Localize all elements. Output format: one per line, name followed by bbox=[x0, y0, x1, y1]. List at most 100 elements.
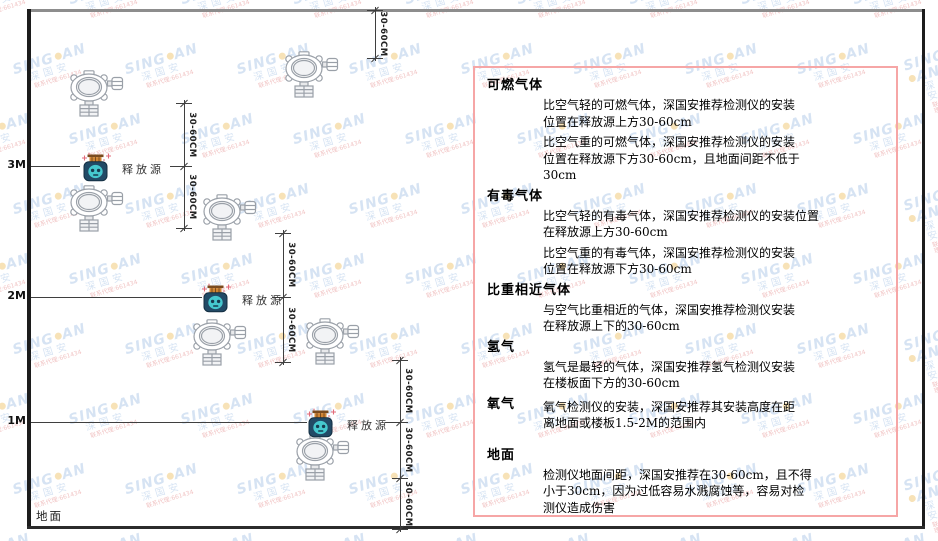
text-line: 比空气轻的有毒气体，深国安推荐检测仪的安装位置 bbox=[543, 208, 820, 223]
section-paragraph: 氧气检测仪的安装，深国安推荐其安装高度在距 离地面或楼板1.5-2M的范围内 bbox=[543, 399, 884, 432]
left-wall-line bbox=[27, 9, 31, 529]
text-line: 在释放源上方30-60cm bbox=[543, 225, 668, 239]
watermark-company-name: 深国安 bbox=[84, 130, 128, 154]
watermark-company-name: 深国安 bbox=[252, 200, 296, 224]
watermark-brand-text: SINGAN bbox=[515, 531, 592, 541]
gas-detector-icon bbox=[70, 70, 124, 117]
watermark-company-name: 深国安 bbox=[28, 480, 72, 504]
watermark-brand-text: SINGAN bbox=[851, 0, 928, 8]
text-line: 离地面或楼板1.5-2M的范围内 bbox=[543, 416, 707, 430]
section-heading: 氧气 bbox=[487, 396, 516, 412]
text-line: 位置在释放源上方30-60cm bbox=[543, 114, 692, 129]
dimension-line bbox=[375, 7, 376, 61]
watermark-contact-text: 联系代理:661434 bbox=[33, 488, 83, 510]
watermark-dot-icon bbox=[907, 214, 917, 223]
watermark-dot-icon bbox=[165, 191, 175, 201]
watermark-dot-icon bbox=[53, 331, 63, 341]
dimension-line bbox=[400, 357, 401, 532]
section-body: 与空气比重相近的气体，深国安推荐检测仪安装 在释放源上下的30-60cm bbox=[543, 302, 884, 335]
section-body: 比空气轻的可燃气体，深国安推荐检测仪的安装 位置在释放源上方30-60cm 比空气重… bbox=[543, 97, 884, 184]
watermark-brand-text: SINGAN bbox=[179, 0, 256, 8]
ceiling-line bbox=[27, 9, 925, 12]
ground-label: 地面 bbox=[36, 509, 63, 523]
watermark-brand-text: SINGAN bbox=[291, 531, 368, 541]
height-label: 3M bbox=[7, 158, 26, 171]
watermark-dot-icon bbox=[0, 401, 7, 411]
panel-section: 氧气 氧气检测仪的安装，深国安推荐其安装高度在距 离地面或楼板1.5-2M的范围内 bbox=[487, 396, 884, 436]
watermark-dot-icon bbox=[389, 191, 399, 201]
watermark-dot-icon bbox=[165, 51, 175, 61]
text-line: 小于30cm，因为过低容易水溅腐蚀等，容易对检 bbox=[543, 484, 805, 498]
watermark-dot-icon bbox=[907, 74, 917, 83]
watermark-brand-text: SINGAN bbox=[627, 0, 704, 8]
section-heading: 比重相近气体 bbox=[487, 282, 572, 298]
section-body: 氢气是最轻的气体，深国安推荐氢气检测仪安装 在楼板面下方的30-60cm bbox=[543, 359, 884, 392]
section-paragraph: 氢气是最轻的气体，深国安推荐氢气检测仪安装 在楼板面下方的30-60cm bbox=[543, 359, 884, 392]
text-line: 位置在释放源下方30-60cm，且地面间距不低于 bbox=[543, 151, 800, 166]
watermark-contact-text: 联系代理:661434 bbox=[313, 278, 363, 300]
text-line: 位置在释放源下方30-60cm bbox=[543, 262, 692, 276]
section-body: 检测仪地面间距，深国安推荐在30-60cm，且不得 小于30cm，因为过低容易水溅… bbox=[543, 467, 884, 516]
watermark-dot-icon bbox=[445, 401, 455, 411]
gas-detector-icon bbox=[193, 319, 247, 366]
dimension-value-label: 30-60CM bbox=[403, 368, 413, 414]
watermark-contact-text: 联系代理:661434 bbox=[0, 138, 27, 160]
watermark-brand-text: SINGAN bbox=[291, 0, 368, 8]
watermark-company-name: 深国安 bbox=[923, 494, 938, 523]
installation-guide-panel: 可燃气体比空气轻的可燃气体，深国安推荐检测仪的安装 位置在释放源上方30-60cm… bbox=[473, 66, 898, 517]
watermark-dot-icon bbox=[837, 51, 847, 61]
dimension-value-label: 30-60CM bbox=[403, 480, 413, 527]
text-line: 与空气比重相近的气体，深国安推荐检测仪安装 bbox=[543, 302, 796, 317]
watermark-contact-text: 联系代理:661434 bbox=[369, 68, 419, 90]
watermark-company-name: 深国安 bbox=[923, 214, 938, 243]
section-paragraph: 比空气轻的有毒气体，深国安推荐检测仪的安装位置 在释放源上方30-60cm bbox=[543, 208, 884, 241]
watermark-brand-text: SINGAN bbox=[627, 531, 704, 541]
watermark-brand-text: SINGAN bbox=[515, 0, 592, 8]
watermark-contact-text: 联系代理:661434 bbox=[33, 348, 83, 370]
watermark-company-name: 深国安 bbox=[28, 340, 72, 364]
watermark-brand-text: SINGAN bbox=[403, 0, 480, 8]
panel-section: 氢气 氢气是最轻的气体，深国安推荐氢气检测仪安装 在楼板面下方的30-60cm bbox=[487, 339, 884, 392]
gas-detector-icon bbox=[203, 194, 257, 241]
watermark-dot-icon bbox=[333, 121, 343, 131]
panel-section: 比重相近气体与空气比重相近的气体，深国安推荐检测仪安装 在释放源上下的30-60c… bbox=[487, 282, 884, 335]
watermark-dot-icon bbox=[613, 51, 623, 61]
text-line: 在楼板面下方的30-60cm bbox=[543, 376, 680, 390]
section-heading: 可燃气体 bbox=[487, 78, 544, 93]
dimension-value-label: 30-60CM bbox=[403, 427, 413, 473]
watermark-company-name: 深国安 bbox=[923, 354, 938, 383]
watermark-dot-icon bbox=[277, 471, 287, 481]
watermark-contact-text: 联系代理:661434 bbox=[89, 418, 139, 440]
watermark-dot-icon bbox=[0, 261, 7, 271]
watermark-brand-text: SINGAN bbox=[403, 531, 480, 541]
watermark-dot-icon bbox=[0, 121, 7, 131]
height-label: 1M bbox=[7, 414, 26, 427]
dimension-value-label: 30-60CM bbox=[286, 242, 296, 288]
